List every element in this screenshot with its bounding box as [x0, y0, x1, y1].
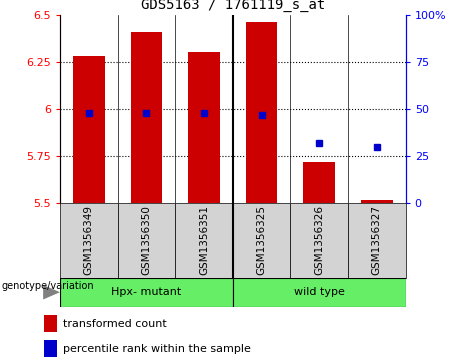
- Bar: [361, 200, 393, 203]
- Text: GSM1356351: GSM1356351: [199, 205, 209, 276]
- Polygon shape: [43, 285, 60, 299]
- Text: GSM1356326: GSM1356326: [314, 205, 324, 276]
- Bar: [233, 278, 406, 307]
- Text: percentile rank within the sample: percentile rank within the sample: [63, 344, 251, 354]
- Bar: [60, 203, 118, 278]
- Text: GSM1356349: GSM1356349: [84, 205, 94, 276]
- Title: GDS5163 / 1761119_s_at: GDS5163 / 1761119_s_at: [141, 0, 325, 12]
- Bar: [246, 22, 278, 203]
- Bar: [60, 278, 233, 307]
- Text: wild type: wild type: [294, 287, 345, 297]
- Bar: [73, 56, 105, 203]
- Bar: [130, 32, 162, 203]
- Bar: [188, 52, 220, 203]
- Bar: [303, 162, 335, 203]
- Bar: [348, 203, 406, 278]
- Text: GSM1356350: GSM1356350: [142, 205, 151, 276]
- Bar: [175, 203, 233, 278]
- Bar: [44, 315, 57, 332]
- Text: GSM1356325: GSM1356325: [257, 205, 266, 276]
- Text: genotype/variation: genotype/variation: [1, 281, 94, 291]
- Bar: [44, 340, 57, 357]
- Bar: [118, 203, 175, 278]
- Text: transformed count: transformed count: [63, 319, 166, 329]
- Text: GSM1356327: GSM1356327: [372, 205, 382, 276]
- Bar: [290, 203, 348, 278]
- Text: Hpx- mutant: Hpx- mutant: [111, 287, 182, 297]
- Bar: [233, 203, 290, 278]
